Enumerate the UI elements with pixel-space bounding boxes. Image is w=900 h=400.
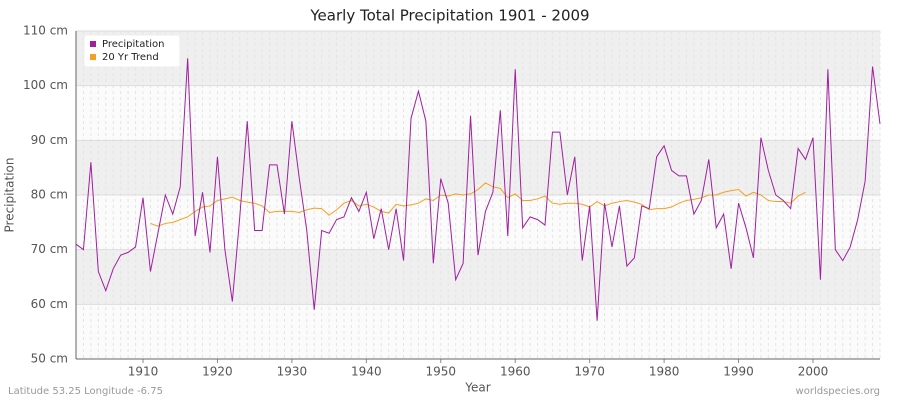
legend-swatch bbox=[90, 41, 96, 47]
x-tick-label: 1990 bbox=[723, 365, 754, 379]
chart-title: Yearly Total Precipitation 1901 - 2009 bbox=[309, 7, 589, 25]
series-line bbox=[75, 58, 881, 321]
y-tick-label: 80 cm bbox=[31, 188, 68, 202]
grid-band bbox=[76, 140, 880, 195]
legend-swatch bbox=[90, 54, 96, 60]
x-axis-label: Year bbox=[464, 381, 490, 395]
legend-text: 20 Yr Trend bbox=[102, 52, 159, 63]
y-tick-label: 70 cm bbox=[31, 242, 68, 256]
y-tick-label: 50 cm bbox=[31, 352, 68, 366]
x-tick-label: 1950 bbox=[426, 365, 457, 379]
series-line bbox=[150, 182, 806, 227]
x-tick-label: 1910 bbox=[128, 365, 159, 379]
x-tick-label: 1960 bbox=[500, 365, 531, 379]
legend-text: Precipitation bbox=[102, 39, 165, 50]
x-tick-label: 1940 bbox=[351, 365, 382, 379]
y-tick-label: 60 cm bbox=[31, 297, 68, 311]
y-tick-label: 90 cm bbox=[31, 133, 68, 147]
footer-left: Latitude 53.25 Longitude -6.75 bbox=[8, 386, 163, 397]
footer-right: worldspecies.org bbox=[796, 386, 880, 397]
grid-band bbox=[76, 31, 880, 86]
x-tick-label: 1920 bbox=[202, 365, 233, 379]
legend-box bbox=[83, 34, 181, 68]
y-tick-label: 110 cm bbox=[23, 24, 68, 38]
y-tick-label: 100 cm bbox=[23, 78, 68, 92]
x-tick-label: 1930 bbox=[277, 365, 308, 379]
x-tick-label: 1980 bbox=[649, 365, 680, 379]
x-tick-label: 1970 bbox=[574, 365, 605, 379]
y-axis-label: Precipitation bbox=[3, 157, 17, 232]
x-tick-label: 2000 bbox=[798, 365, 829, 379]
